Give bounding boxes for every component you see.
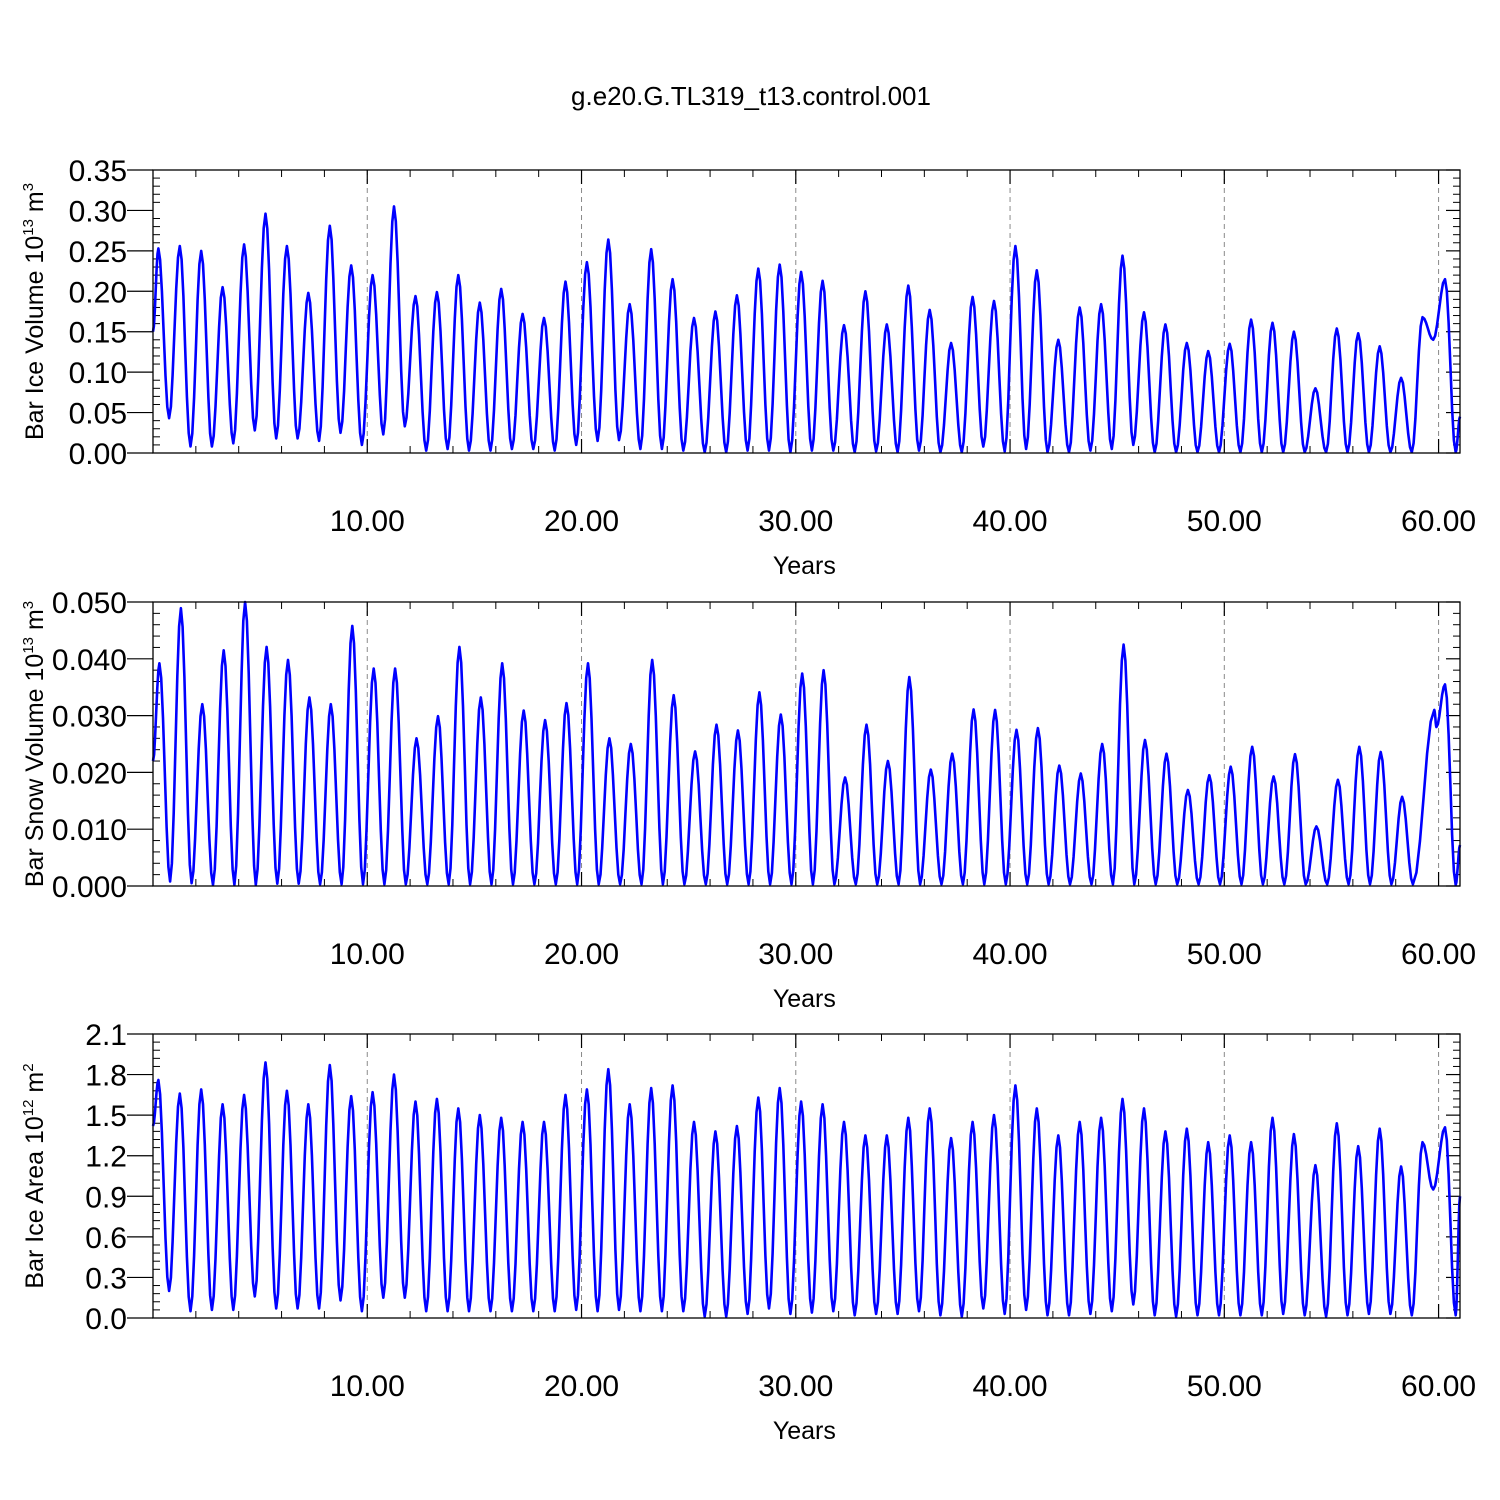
x-tick-label: 10.00	[330, 505, 405, 538]
y-tick-label: 2.1	[85, 1019, 127, 1052]
x-tick-label: 30.00	[758, 938, 833, 971]
y-tick-label: 0.35	[69, 155, 127, 188]
y-tick-label: 1.8	[85, 1060, 127, 1093]
x-tick-label: 40.00	[973, 938, 1048, 971]
x-tick-label: 50.00	[1187, 505, 1262, 538]
y-tick-label: 1.5	[85, 1100, 127, 1133]
plot-frame	[152, 601, 1461, 887]
y-tick-label: 0.050	[52, 587, 127, 620]
x-tick-label: 20.00	[544, 938, 619, 971]
y-tick-label: 0.15	[69, 317, 127, 350]
y-tick-label: 0.0	[85, 1303, 127, 1336]
y-tick-label: 1.2	[85, 1141, 127, 1174]
y-tick-label: 0.000	[52, 871, 127, 904]
chart-panel-2: 0.000 0.010 0.020 0.030 0.040 0.050 10.00 20.00…	[20, 587, 1476, 1013]
plot-frame	[152, 169, 1461, 454]
series-line-1	[151, 600, 1462, 887]
x-axis-title: Years	[773, 552, 836, 580]
y-tick-label: 0.00	[69, 438, 127, 471]
series-line-1	[151, 205, 1462, 454]
y-tick-label: 0.040	[52, 644, 127, 677]
x-tick-label: 20.00	[544, 1370, 619, 1403]
x-tick-label: 10.00	[330, 938, 405, 971]
y-tick-label: 0.30	[69, 195, 127, 228]
y-tick-label: 0.25	[69, 236, 127, 269]
y-tick-label: 0.10	[69, 357, 127, 390]
x-tick-label: 50.00	[1187, 1370, 1262, 1403]
x-tick-label: 60.00	[1401, 938, 1476, 971]
plot-frame	[152, 1033, 1461, 1319]
x-tick-label: 60.00	[1401, 1370, 1476, 1403]
x-tick-label: 40.00	[973, 505, 1048, 538]
y-tick-label: 0.9	[85, 1181, 127, 1214]
y-axis-title: Bar Ice Volume 1013 m3	[20, 183, 49, 440]
x-tick-label: 30.00	[758, 505, 833, 538]
chart-panel-1: 0.00 0.05 0.10 0.15 0.20 0.25 0.30 0.35 10.00 20.…	[20, 155, 1476, 580]
x-tick-label: 40.00	[973, 1370, 1048, 1403]
series-line-1	[151, 1061, 1462, 1318]
x-tick-label: 20.00	[544, 505, 619, 538]
x-tick-label: 60.00	[1401, 505, 1476, 538]
y-tick-label: 0.3	[85, 1262, 127, 1295]
y-tick-label: 0.6	[85, 1222, 127, 1255]
y-tick-label: 0.020	[52, 757, 127, 790]
x-tick-label: 10.00	[330, 1370, 405, 1403]
y-tick-label: 0.20	[69, 276, 127, 309]
x-tick-label: 50.00	[1187, 938, 1262, 971]
y-axis-title: Bar Ice Area 1012 m2	[20, 1063, 49, 1288]
y-tick-label: 0.030	[52, 701, 127, 734]
y-tick-label: 0.010	[52, 814, 127, 847]
x-axis-title: Years	[773, 1417, 836, 1445]
x-axis-title: Years	[773, 985, 836, 1013]
chart-panel-3: 0.0 0.3 0.6 0.9 1.2 1.5 1.8 2.1 10.00 20.00 30.00 4…	[20, 1019, 1476, 1445]
y-tick-label: 0.05	[69, 398, 127, 431]
x-tick-label: 30.00	[758, 1370, 833, 1403]
figure-title: g.e20.G.TL319_t13.control.001	[571, 81, 931, 111]
y-axis-title: Bar Snow Volume 1013 m3	[20, 601, 49, 887]
